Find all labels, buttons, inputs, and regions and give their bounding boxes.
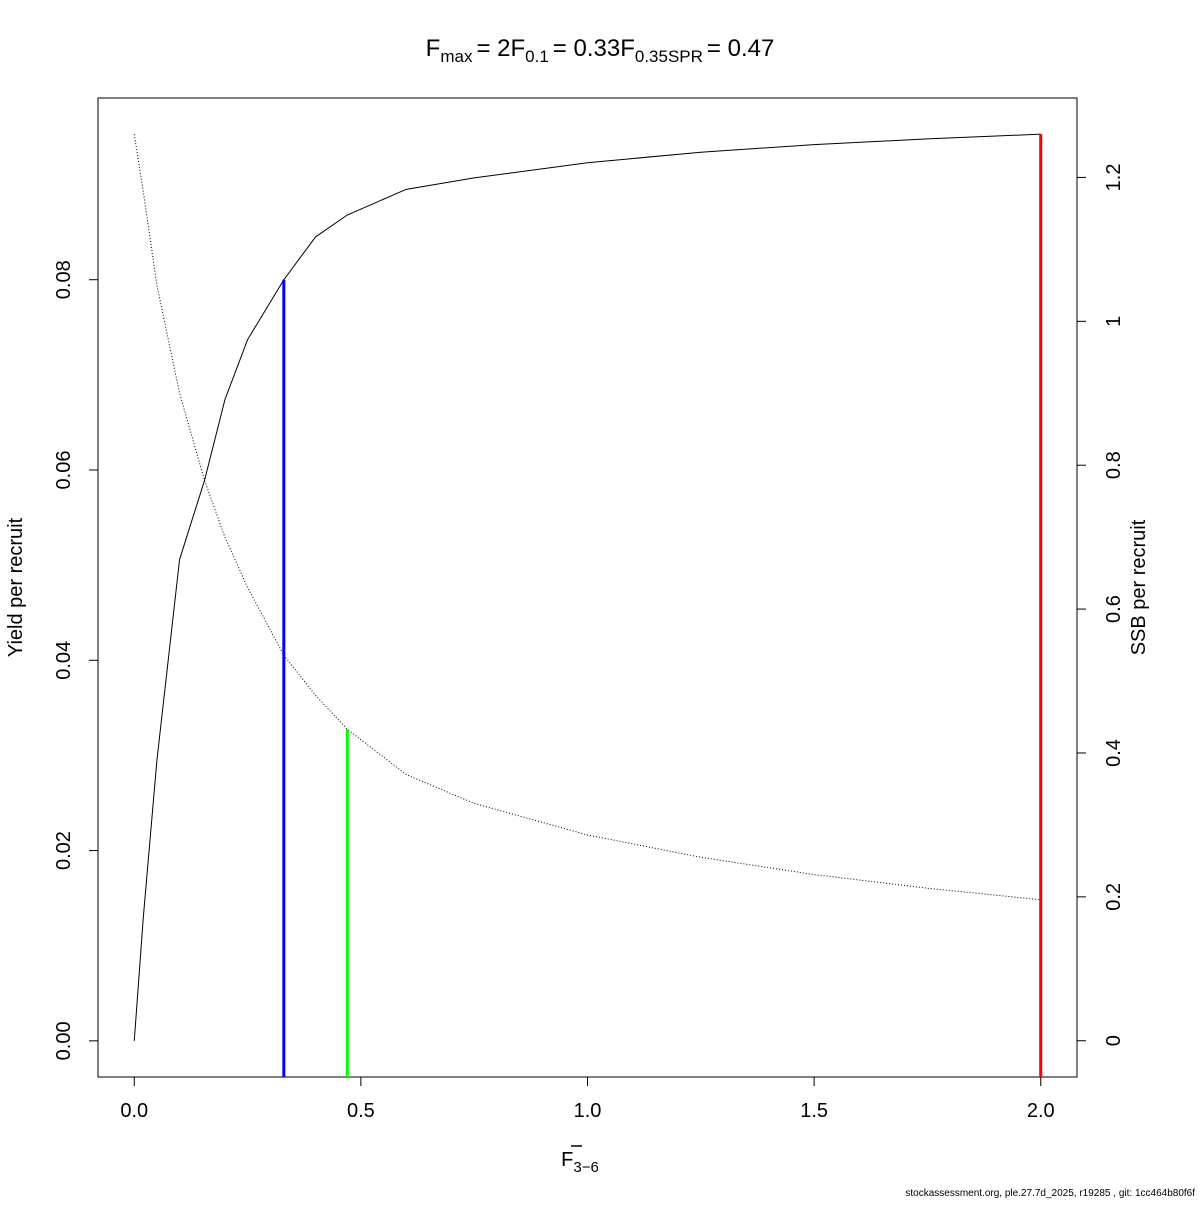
y2-tick-label: 0.8 (1103, 451, 1125, 479)
title-symbol: F (620, 35, 635, 62)
title-symbol: F (510, 35, 525, 62)
x-tick-label: 1.5 (800, 1100, 828, 1122)
y-tick-label: 0.06 (53, 451, 75, 490)
series-line (133, 134, 1041, 901)
y-tick-label: 0.02 (53, 831, 75, 870)
y-tick-label: 0.04 (53, 641, 75, 680)
y2-tick-label: 0 (1103, 1035, 1125, 1046)
title-subscript: max (440, 47, 473, 66)
x-tick-label: 0.5 (347, 1100, 375, 1122)
footer: stockassessment.org, ple.27.7d_2025, r19… (905, 1188, 1195, 1199)
y-axis-label: Yield per recruit (5, 517, 27, 657)
x-label-subscript: 3−6 (573, 1159, 598, 1176)
y2-tick-label: 0.4 (1103, 739, 1125, 767)
x-axis-label: F3−6 (561, 1149, 599, 1176)
y-tick-label: 0.08 (53, 260, 75, 299)
title-value: = 0.33 (553, 35, 620, 62)
y-tick-label: 0.00 (53, 1021, 75, 1060)
title-value: = 0.47 (707, 35, 774, 62)
series-line (133, 133, 1041, 1041)
x-tick-label: 0.0 (120, 1100, 148, 1122)
y2-tick-label: 0.6 (1103, 595, 1125, 623)
title-symbol: F (426, 35, 441, 62)
x-tick-label: 1.0 (574, 1100, 602, 1122)
y2-axis-label: SSB per recruit (1128, 519, 1150, 655)
title-value: = 2 (476, 35, 510, 62)
y2-tick-label: 1 (1103, 316, 1125, 327)
x-label-symbol: F (561, 1149, 573, 1171)
y2-tick-label: 1.2 (1103, 164, 1125, 192)
title-subscript: 0.1 (525, 47, 549, 66)
title-subscript: 0.35SPR (635, 47, 703, 66)
chart-title: Fmax = 2F0.1 = 0.33F0.35SPR = 0.47 (426, 35, 775, 66)
y2-tick-label: 0.2 (1103, 883, 1125, 911)
x-tick-label: 2.0 (1027, 1100, 1055, 1122)
